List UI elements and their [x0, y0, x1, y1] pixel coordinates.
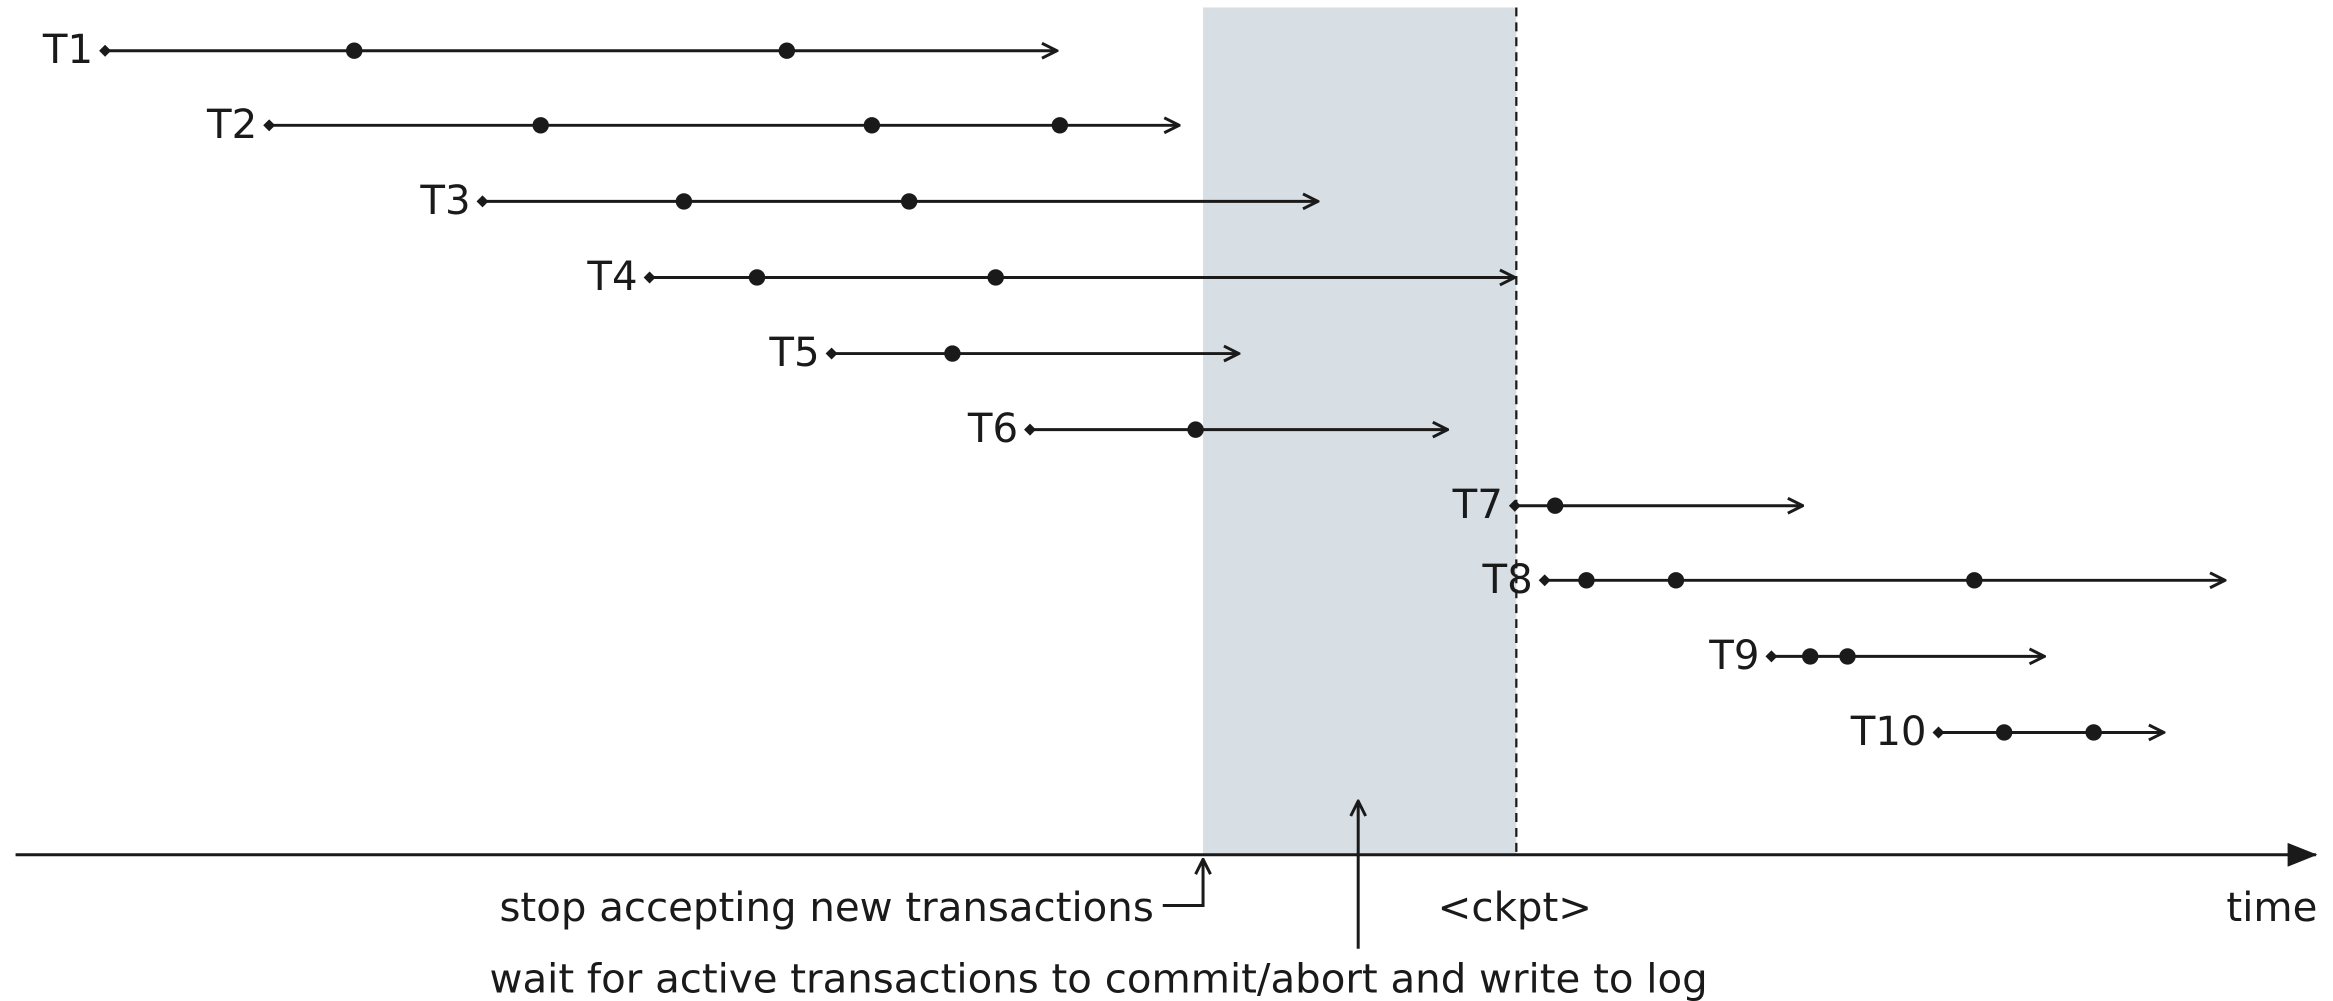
- start-marker: [1765, 650, 1778, 663]
- event-dot: [1966, 572, 1983, 589]
- start-marker: [476, 195, 489, 208]
- event-dot: [778, 42, 796, 59]
- transaction-label: T1: [42, 27, 93, 73]
- stop-pointer: [1162, 859, 1203, 908]
- transaction-label: T10: [1850, 709, 1927, 755]
- start-marker: [643, 271, 656, 284]
- event-dot: [1546, 497, 1564, 514]
- start-marker: [1508, 499, 1521, 512]
- transaction-label: T5: [768, 330, 819, 376]
- transaction-label: T3: [419, 178, 470, 224]
- time-label: time: [2226, 885, 2317, 931]
- event-dot: [2085, 724, 2102, 741]
- transaction-label: T6: [967, 406, 1018, 452]
- event-dot: [944, 345, 961, 362]
- event-dot: [900, 193, 918, 210]
- start-marker: [263, 119, 276, 132]
- event-dot: [987, 269, 1004, 286]
- event-dot: [1578, 572, 1595, 589]
- transaction-label: T2: [206, 102, 257, 148]
- event-dot: [1995, 724, 2013, 741]
- transaction-label: T9: [1708, 633, 1759, 679]
- event-dot: [748, 269, 766, 286]
- event-dot: [1667, 572, 1685, 589]
- start-marker: [99, 44, 112, 57]
- event-dot: [863, 117, 881, 134]
- event-dot: [1187, 421, 1204, 438]
- start-marker: [1932, 726, 1945, 739]
- start-marker: [1538, 574, 1551, 587]
- wait-label: wait for active transactions to commit/a…: [490, 957, 1708, 1001]
- event-dot: [1839, 648, 1856, 665]
- event-dot: [532, 117, 549, 134]
- transaction-label: T4: [586, 254, 637, 300]
- transaction-label: T8: [1482, 557, 1533, 603]
- event-dot: [1802, 648, 1819, 665]
- event-dot: [346, 42, 363, 59]
- stop-label: stop accepting new transactions: [499, 885, 1153, 931]
- transaction-label: T7: [1452, 482, 1503, 528]
- event-dot: [1051, 117, 1069, 134]
- start-marker: [825, 347, 838, 360]
- start-marker: [1024, 423, 1036, 436]
- ckpt-label: <ckpt>: [1438, 885, 1592, 931]
- event-dot: [675, 193, 693, 210]
